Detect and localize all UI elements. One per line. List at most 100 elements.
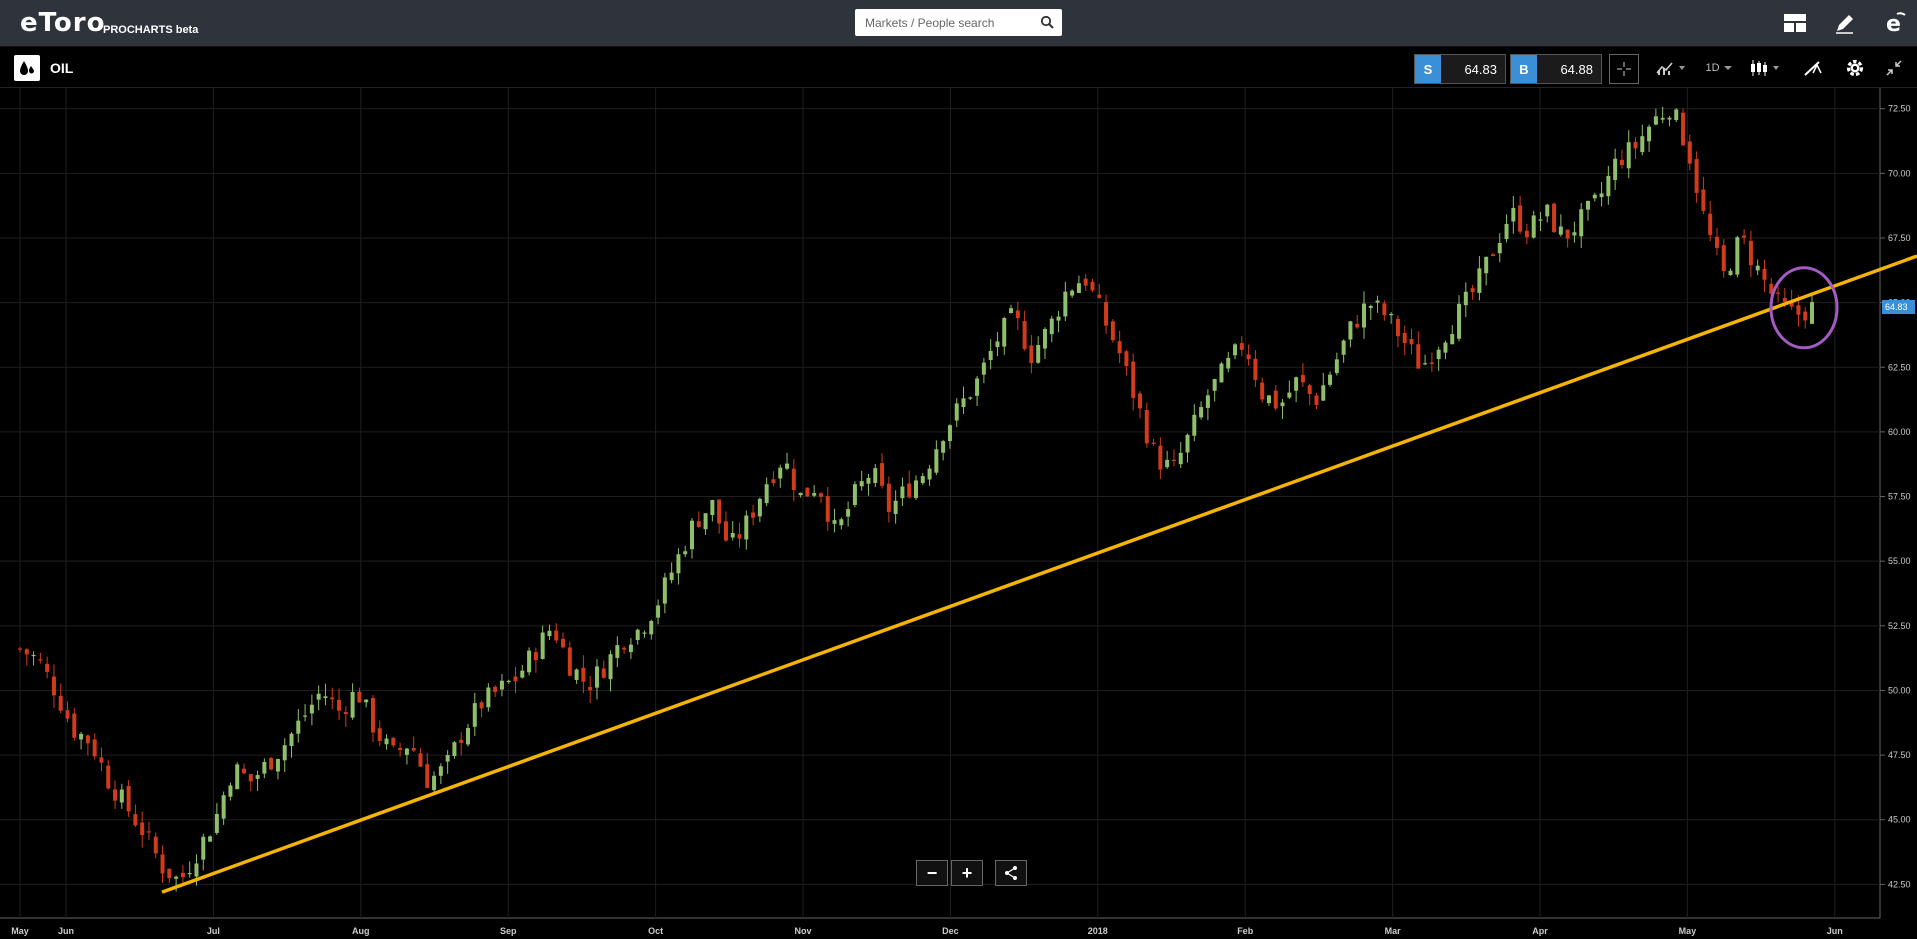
candle-body: [1572, 232, 1577, 236]
candle-body: [364, 699, 369, 703]
candle-body: [1076, 283, 1081, 294]
candle-body: [791, 468, 796, 491]
candle-body: [1776, 292, 1781, 294]
candle-body: [133, 814, 138, 826]
candle-body: [805, 487, 810, 497]
gear-icon[interactable]: [1841, 54, 1869, 82]
candle-body: [452, 742, 457, 756]
candle-body: [690, 520, 694, 550]
share-button[interactable]: [995, 860, 1027, 886]
candle-body: [1565, 229, 1570, 239]
x-tick-label: Mar: [1385, 926, 1402, 936]
candle-body: [106, 765, 111, 789]
y-tick-label: 55.00: [1888, 556, 1911, 566]
candle-body: [1694, 159, 1699, 193]
candle-body: [1599, 193, 1604, 198]
candle-body: [839, 519, 844, 526]
candle-body: [459, 739, 464, 743]
candle-body: [493, 686, 498, 692]
candle-body: [1755, 265, 1760, 271]
candle-body: [540, 632, 545, 659]
candle-body: [1300, 374, 1305, 383]
search-icon[interactable]: [1040, 15, 1054, 34]
drawing-icon[interactable]: [1799, 54, 1827, 82]
search-input[interactable]: [855, 9, 1035, 36]
price-chart[interactable]: 72.5070.0067.5065.0062.5060.0057.5055.00…: [0, 88, 1917, 939]
candle-body: [289, 733, 294, 747]
candle-body: [1158, 445, 1163, 470]
candle-body: [214, 813, 219, 833]
candle-body: [594, 666, 599, 688]
candle-body: [676, 554, 681, 574]
collapse-icon[interactable]: [1880, 54, 1908, 82]
candle-body: [18, 648, 22, 650]
pencil-icon[interactable]: [1831, 9, 1859, 37]
candle-body: [798, 492, 803, 496]
sell-button[interactable]: S 64.83: [1414, 54, 1506, 84]
candle-body: [1090, 281, 1095, 291]
candle-body: [126, 785, 131, 812]
buy-price: 64.88: [1560, 61, 1593, 77]
candle-body: [1151, 442, 1156, 444]
candle-body: [1131, 361, 1136, 398]
timeframe-select[interactable]: 1D: [1704, 54, 1734, 82]
candle-body: [1287, 392, 1292, 398]
candle-body: [751, 512, 756, 518]
candle-body: [561, 638, 566, 648]
candle-body: [1647, 126, 1652, 142]
candle-body: [1721, 245, 1726, 272]
candle-body: [1110, 321, 1115, 341]
zoom-out-button[interactable]: −: [916, 860, 948, 886]
highlight-circle: [1769, 266, 1839, 350]
candle-body: [1205, 395, 1210, 408]
candle-body: [649, 620, 654, 635]
candle-body: [567, 647, 572, 676]
candle-body: [1042, 329, 1047, 349]
etoro-logo[interactable]: eToro: [20, 8, 106, 38]
candle-body: [92, 739, 97, 757]
candle-body: [893, 500, 898, 515]
candle-body: [880, 463, 885, 486]
candle-body: [1226, 357, 1231, 369]
candle-body: [1782, 297, 1787, 302]
etoro-e-icon[interactable]: e: [1881, 9, 1909, 37]
candle-body: [1810, 302, 1814, 324]
candle-body: [1253, 358, 1258, 380]
candle-body: [574, 669, 579, 680]
zoom-in-button[interactable]: +: [951, 860, 983, 886]
layout-icon[interactable]: [1781, 9, 1809, 37]
trendline: [161, 254, 1917, 894]
candle-body: [771, 479, 776, 484]
candle-body: [432, 775, 437, 791]
candle-body: [1056, 316, 1061, 321]
candle-body: [1653, 116, 1658, 125]
candle-body: [1219, 363, 1224, 383]
buy-button[interactable]: B 64.88: [1510, 54, 1602, 84]
candle-body: [1579, 209, 1584, 237]
candle-body: [113, 789, 118, 801]
candle-body: [866, 477, 871, 484]
candle-body: [533, 652, 538, 661]
candle-body: [1165, 459, 1170, 468]
x-tick-label: Dec: [942, 926, 959, 936]
candle-body: [900, 486, 905, 499]
instrument-toolbar: OIL S 64.83 B 64.88 1D: [0, 47, 1917, 88]
candle-type-icon[interactable]: [1746, 54, 1786, 82]
y-tick-label: 60.00: [1888, 427, 1911, 437]
candle-body: [1314, 395, 1319, 405]
candle-body: [1368, 305, 1373, 309]
candle-body: [527, 650, 532, 673]
candle-body: [696, 521, 701, 527]
candle-body: [825, 496, 830, 522]
procharts-label: PROCHARTS beta: [103, 24, 199, 36]
candle-body: [119, 789, 124, 803]
candle-body: [235, 764, 240, 790]
indicators-icon[interactable]: [1652, 54, 1692, 82]
crosshair-icon[interactable]: [1609, 54, 1639, 84]
candle-body: [1728, 270, 1733, 276]
timeframe-value: 1D: [1705, 62, 1720, 74]
candle-body: [194, 863, 199, 877]
candle-body: [1097, 294, 1102, 298]
candle-body: [167, 868, 172, 879]
search-box[interactable]: [855, 9, 1062, 36]
